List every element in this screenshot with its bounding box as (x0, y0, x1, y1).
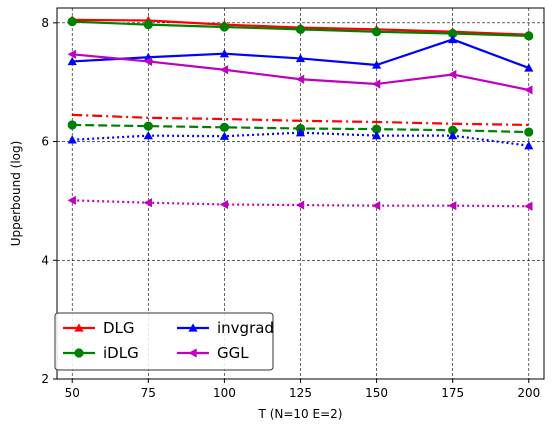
data-point (448, 131, 458, 140)
legend: DLG iDLG invgrad GGL (54, 312, 274, 371)
data-point (67, 120, 77, 130)
data-point (448, 28, 458, 39)
data-point (295, 128, 306, 137)
data-point (371, 79, 381, 89)
series-3 (67, 49, 533, 95)
x-tick-label: 175 (441, 386, 464, 400)
data-point (371, 124, 382, 134)
data-point (67, 49, 76, 59)
data-point (524, 63, 534, 72)
data-point (524, 141, 534, 150)
legend-item: GGL (177, 344, 249, 362)
y-tick-label: 4 (41, 253, 49, 267)
x-tick-label: 125 (289, 386, 312, 400)
data-point (219, 49, 230, 58)
legend-item: iDLG (63, 344, 139, 362)
data-point (371, 60, 382, 69)
legend-item: invgrad (177, 319, 274, 337)
data-point (219, 22, 230, 32)
x-axis-label: T (N=10 E=2) (258, 407, 343, 421)
data-point (295, 200, 305, 210)
data-point (219, 65, 229, 75)
legend-box (54, 312, 274, 371)
data-point (448, 34, 458, 44)
data-point (448, 125, 458, 135)
data-point (524, 127, 534, 137)
x-tick-label: 50 (65, 386, 80, 400)
legend-item: DLG (63, 319, 135, 337)
series-2 (67, 34, 534, 72)
y-axis-ticks: 2 4 6 8 (41, 16, 57, 386)
series-4 (72, 113, 529, 127)
data-point (371, 27, 382, 37)
data-point (67, 135, 77, 144)
data-point (219, 131, 230, 140)
data-point (143, 131, 153, 140)
data-point (143, 121, 153, 131)
data-point (143, 56, 152, 67)
data-point (295, 24, 306, 34)
data-point (143, 20, 153, 30)
data-point (295, 53, 306, 63)
data-point (143, 198, 152, 208)
y-tick-label: 8 (41, 16, 49, 30)
data-point (67, 56, 77, 66)
data-point (448, 69, 457, 80)
legend-swatch-marker (188, 323, 198, 332)
data-point (67, 17, 77, 27)
data-point (371, 201, 381, 211)
data-point (219, 199, 229, 210)
series-layer (67, 15, 534, 211)
y-tick-label: 6 (41, 135, 49, 149)
x-axis-ticks: 50 75 100 125 150 175 200 (65, 379, 540, 400)
data-point (295, 74, 305, 84)
legend-label: DLG (103, 319, 135, 337)
legend-swatch-marker (74, 348, 84, 358)
series-line (72, 113, 529, 127)
x-tick-label: 100 (213, 386, 236, 400)
legend-label: GGL (217, 344, 249, 362)
y-axis-label: Upperbound (log) (9, 141, 23, 247)
legend-swatch-marker (188, 348, 197, 358)
legend-label: invgrad (217, 319, 274, 337)
x-tick-label: 200 (517, 386, 540, 400)
data-point (524, 201, 533, 211)
data-point (67, 195, 76, 205)
data-point (371, 131, 382, 140)
data-point (219, 122, 230, 132)
y-tick-label: 2 (41, 372, 49, 386)
series-1 (67, 17, 534, 41)
series-6 (67, 128, 534, 150)
x-tick-label: 75 (141, 386, 156, 400)
series-7 (67, 195, 533, 211)
legend-label: iDLG (103, 344, 139, 362)
data-point (524, 85, 533, 95)
data-point (448, 201, 457, 211)
data-point (524, 31, 534, 41)
x-tick-label: 150 (365, 386, 388, 400)
legend-swatch-marker (74, 323, 84, 332)
